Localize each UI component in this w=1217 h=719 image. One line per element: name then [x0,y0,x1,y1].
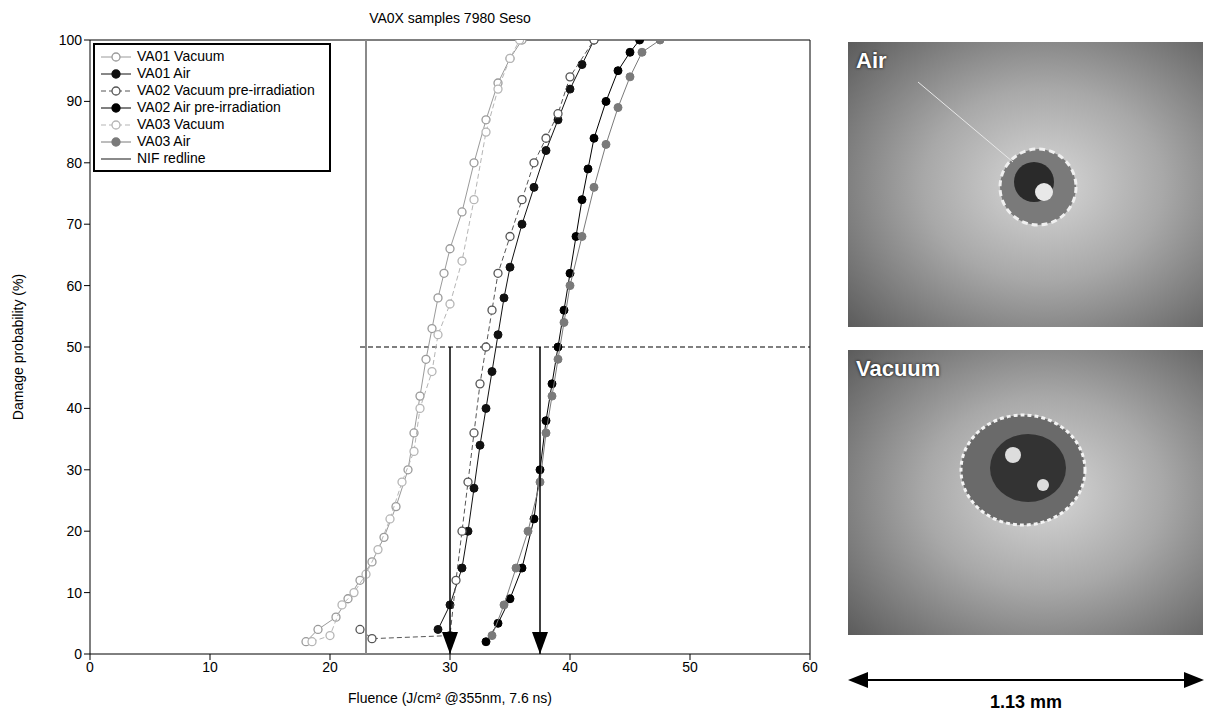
svg-text:10: 10 [66,585,82,601]
html-text:VA02 Vacuum pre-irradiation: VA02 Vacuum pre-irradiation [137,82,315,98]
svg-text:20: 20 [66,523,82,539]
svg-text:Damage probability (%): Damage probability (%) [10,274,26,420]
html-text:NIF redline: NIF redline [137,150,206,166]
svg-text:0: 0 [86,659,94,675]
html-text:VA03 Air: VA03 Air [137,133,191,149]
svg-text:60: 60 [66,278,82,294]
html-text:VA03 Vacuum: VA03 Vacuum [137,116,225,132]
svg-text:10: 10 [202,659,218,675]
svg-text:80: 80 [66,155,82,171]
svg-text:50: 50 [66,339,82,355]
html-text:VA0X samples 7980 Seso: VA0X samples 7980 Seso [369,10,531,26]
html-text:Vacuum: Vacuum [856,356,941,381]
svg-text:70: 70 [66,216,82,232]
svg-text:Fluence (J/cm² @355nm, 7.6 ns): Fluence (J/cm² @355nm, 7.6 ns) [348,690,552,706]
svg-text:20: 20 [322,659,338,675]
html-text:VA01 Vacuum: VA01 Vacuum [137,48,225,64]
svg-text:40: 40 [66,400,82,416]
html-text:VA02 Air pre-irradiation: VA02 Air pre-irradiation [137,99,281,115]
svg-text:30: 30 [442,659,458,675]
html-text:Air: Air [856,48,887,73]
svg-text:50: 50 [682,659,698,675]
html-text:1.13 mm: 1.13 mm [990,692,1062,712]
svg-text:30: 30 [66,462,82,478]
svg-text:90: 90 [66,93,82,109]
svg-text:40: 40 [562,659,578,675]
svg-text:0: 0 [74,646,82,662]
svg-text:100: 100 [59,32,83,48]
html-text:VA01 Air: VA01 Air [137,65,191,81]
svg-text:60: 60 [802,659,818,675]
